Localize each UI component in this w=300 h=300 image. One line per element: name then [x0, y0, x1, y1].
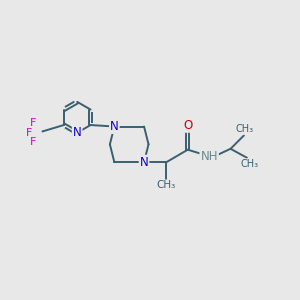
Text: F: F — [30, 137, 36, 147]
Text: CH₃: CH₃ — [157, 180, 176, 190]
Text: CH₃: CH₃ — [241, 159, 259, 169]
Text: O: O — [183, 119, 192, 132]
Text: N: N — [110, 120, 119, 133]
Text: F: F — [30, 118, 36, 128]
Text: N: N — [73, 126, 82, 139]
Text: NH: NH — [200, 150, 218, 163]
Text: CH₃: CH₃ — [236, 124, 253, 134]
Text: F: F — [26, 128, 32, 138]
Text: N: N — [140, 156, 148, 169]
